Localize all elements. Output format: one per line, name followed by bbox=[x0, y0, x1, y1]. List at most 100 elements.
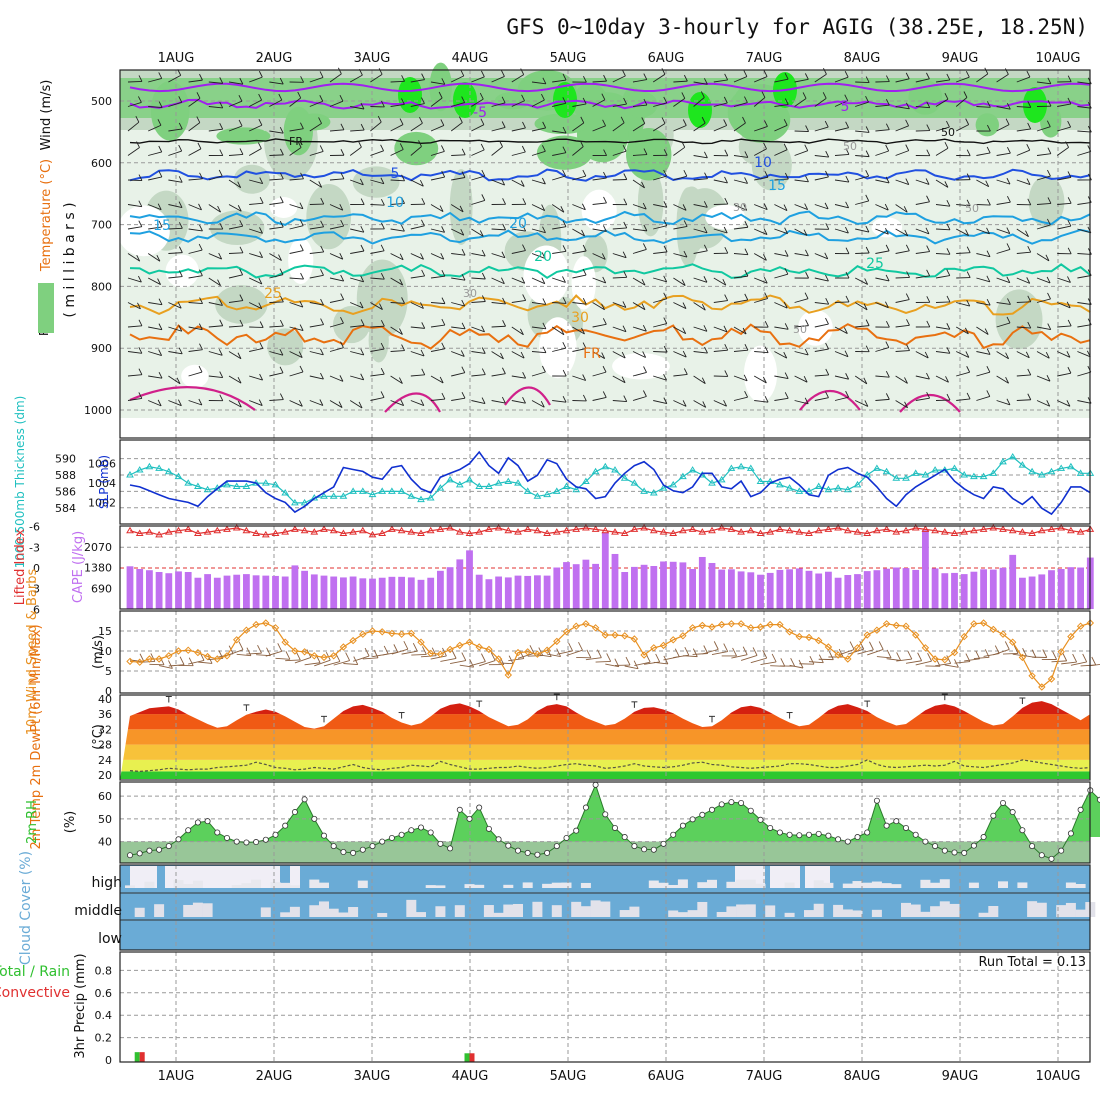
wind-barb-flag bbox=[926, 269, 931, 276]
wind-barb-flag bbox=[237, 181, 242, 188]
wind-barb bbox=[713, 79, 728, 83]
wind-barb-flag bbox=[279, 319, 284, 327]
precip-convective-bar bbox=[469, 1053, 475, 1062]
wind-barb-flag bbox=[320, 318, 324, 325]
li-marker bbox=[853, 528, 862, 535]
rh-patch bbox=[995, 289, 1043, 350]
wind-barb bbox=[531, 99, 545, 107]
rh2m-marker bbox=[893, 818, 900, 825]
wind-barb-10m bbox=[711, 651, 728, 656]
li-marker bbox=[378, 529, 387, 536]
wind-barb-flag bbox=[338, 401, 343, 408]
high-cloud-cell bbox=[755, 883, 766, 888]
wind-barb bbox=[491, 228, 506, 231]
wind-barb bbox=[1036, 375, 1051, 382]
wind-barb bbox=[592, 177, 607, 181]
cape-bar bbox=[475, 574, 483, 609]
wind-barb bbox=[774, 178, 789, 181]
wind-barb-10m bbox=[944, 664, 959, 668]
wind-barb bbox=[208, 277, 221, 286]
wind-barb bbox=[208, 81, 223, 84]
wind-barb bbox=[996, 375, 1009, 384]
wind-barb-flag bbox=[985, 180, 990, 187]
thickness-marker bbox=[979, 472, 988, 480]
li-marker bbox=[135, 529, 144, 536]
wind-barb-flag bbox=[845, 175, 850, 183]
wind-barb bbox=[955, 97, 968, 107]
li-marker bbox=[1057, 524, 1066, 531]
wind-barb-flag bbox=[258, 277, 263, 285]
wind-barb-flag bbox=[845, 373, 850, 380]
wind-barb bbox=[430, 302, 445, 305]
wind-barb-flag bbox=[643, 98, 648, 106]
slp-tick: 1004 bbox=[88, 477, 116, 490]
li-marker bbox=[785, 526, 794, 534]
wind-barb-flag bbox=[421, 269, 426, 277]
wind-barb-flag bbox=[865, 150, 870, 157]
isotherm-line bbox=[129, 138, 1091, 145]
cape-bar bbox=[728, 569, 735, 609]
wind-barb bbox=[390, 326, 403, 335]
wind-barb bbox=[1077, 275, 1092, 279]
wind-barb-flag bbox=[744, 269, 749, 277]
wind-barb-flag bbox=[804, 73, 809, 80]
wind-barb-flag bbox=[278, 254, 282, 261]
rh-color-key bbox=[38, 283, 54, 333]
panel-frame bbox=[119, 694, 1091, 781]
wind-barb bbox=[693, 277, 708, 283]
contour-label: 50 bbox=[843, 140, 857, 153]
wind-barb-flag bbox=[318, 117, 322, 124]
wind-barb-flag bbox=[986, 298, 991, 306]
wind-barb-flag bbox=[279, 126, 284, 134]
wind-barb-10m bbox=[265, 650, 282, 657]
rh2m-marker bbox=[485, 825, 492, 832]
wind-barb-flag bbox=[158, 323, 163, 330]
wind-barb-flag bbox=[1006, 103, 1011, 110]
li-marker bbox=[261, 530, 270, 538]
wind-barb bbox=[511, 74, 524, 83]
wind-speed-marker bbox=[853, 644, 862, 652]
wind-barb-flag bbox=[1047, 147, 1052, 154]
cape-bar bbox=[495, 576, 502, 609]
cape-bar bbox=[213, 577, 221, 609]
wind-barb-flag bbox=[784, 372, 789, 379]
middle-cloud-cell bbox=[978, 912, 989, 917]
temp2m-axis-label: 2m Temp 2m DewPt (6hr Min/Max) bbox=[29, 624, 44, 849]
wind-barb-flag bbox=[399, 253, 404, 260]
cape-bar bbox=[223, 575, 231, 609]
wind-barb-flag bbox=[198, 243, 203, 251]
rh2m-marker bbox=[165, 843, 172, 850]
wind-speed-marker bbox=[814, 636, 823, 645]
wind-barb-flag bbox=[986, 146, 991, 154]
date-label-top: 2AUG bbox=[256, 51, 293, 66]
rh2m-marker bbox=[631, 843, 638, 850]
wind-barb-flag bbox=[844, 71, 849, 78]
wind-speed-marker bbox=[931, 655, 939, 663]
thickness-marker bbox=[562, 482, 571, 489]
wind-barb bbox=[249, 202, 264, 205]
slp-line bbox=[129, 450, 1091, 516]
rh2m-marker bbox=[223, 834, 230, 841]
wind-barb-flag bbox=[377, 115, 382, 123]
wind-barb bbox=[350, 277, 364, 283]
rh2m-marker bbox=[582, 804, 589, 811]
wind-barb bbox=[976, 351, 991, 355]
wind-barb-flag bbox=[522, 121, 526, 129]
wind-barb-flag bbox=[238, 94, 243, 102]
wind-barb-flag bbox=[620, 116, 625, 123]
wind-barb bbox=[228, 375, 242, 384]
wind-barb bbox=[895, 150, 909, 156]
wind-barb-10m-flag bbox=[684, 646, 690, 656]
wind-barb-flag bbox=[502, 223, 506, 231]
thickness-marker bbox=[717, 475, 726, 483]
wind-barb-flag bbox=[1006, 177, 1011, 185]
wind-barb bbox=[390, 149, 404, 156]
wind-barb bbox=[612, 103, 627, 107]
wind-barb-10m-flag bbox=[586, 649, 592, 659]
wind-barb bbox=[855, 130, 870, 133]
wind-barb-flag bbox=[1046, 120, 1051, 127]
wind-barb bbox=[390, 179, 405, 182]
wind-barb bbox=[289, 250, 304, 254]
thickness-marker bbox=[640, 487, 648, 494]
